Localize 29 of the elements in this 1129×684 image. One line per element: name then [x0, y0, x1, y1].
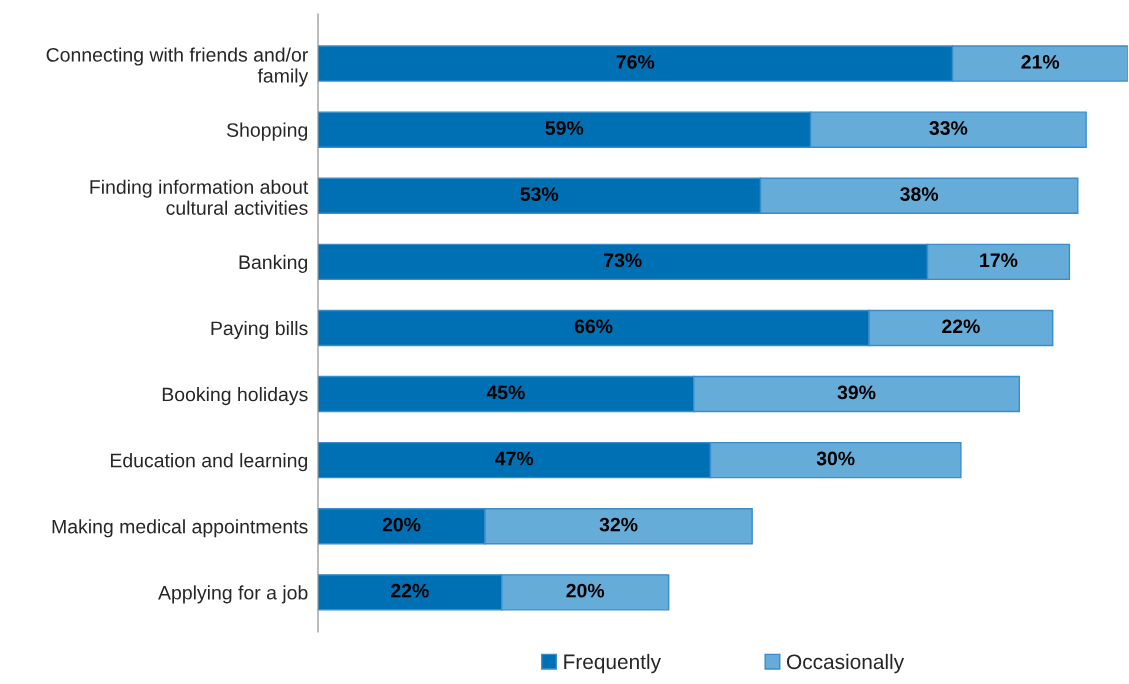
data-label: 59%: [545, 121, 584, 135]
data-label: 17%: [980, 253, 1018, 268]
data-label: 30%: [816, 451, 855, 466]
data-label: 53%: [520, 187, 559, 202]
data-label: 76%: [616, 55, 655, 69]
data-label: 39%: [837, 385, 876, 400]
data-label: 47%: [495, 451, 534, 466]
data-label: 22%: [942, 319, 980, 334]
y-tick-label: Finding information about cultural activities: [90, 179, 309, 215]
data-label: 38%: [900, 187, 939, 202]
data-label: 66%: [574, 319, 613, 334]
data-label: 45%: [486, 385, 525, 400]
y-tick-label: Making medical appointments: [52, 519, 308, 538]
y-tick-label: Shopping: [226, 122, 308, 141]
data-label: 21%: [1021, 55, 1060, 69]
legend-label: Frequently: [564, 653, 661, 674]
y-tick-label: Education and learning: [110, 453, 308, 472]
y-tick-label: Connecting with friends and/or family: [46, 47, 309, 87]
y-tick-label: Banking: [239, 254, 308, 273]
y-tick-label: Paying bills: [211, 320, 308, 340]
data-label: 32%: [599, 517, 638, 532]
y-tick-label: Applying for a job: [158, 585, 308, 604]
y-tick-label: Booking holidays: [162, 387, 308, 406]
data-label: 22%: [391, 583, 429, 598]
data-label: 73%: [604, 253, 642, 268]
data-label: 20%: [382, 517, 421, 532]
legend-label: Occasionally: [787, 653, 905, 674]
data-label: 20%: [566, 583, 605, 598]
data-label: 33%: [929, 121, 968, 135]
